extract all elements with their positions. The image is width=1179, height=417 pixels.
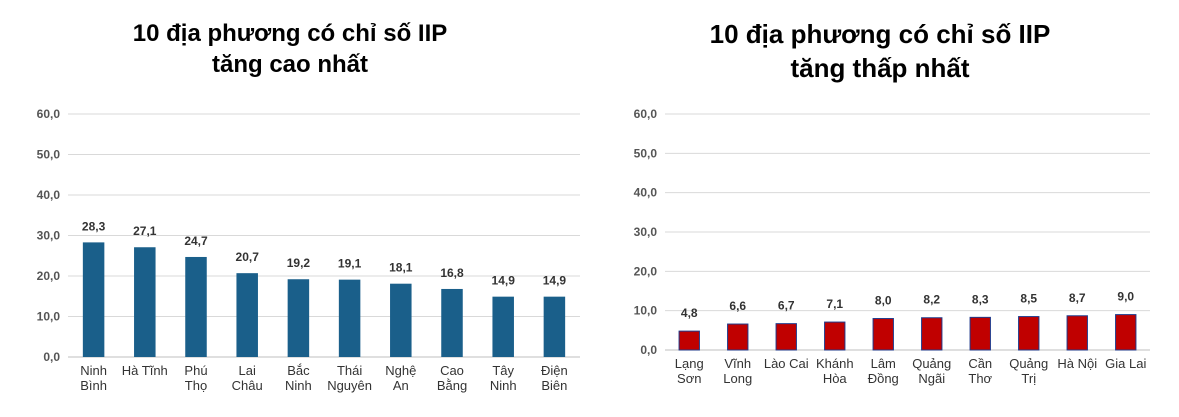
left-chart-data-label: 27,1 [133, 224, 157, 238]
left-chart-category-label: Ninh [285, 378, 312, 393]
left-chart-category-label: Bình [80, 378, 107, 393]
left-chart-title: 10 địa phương có chỉ số IIP tăng cao nhấ… [60, 18, 520, 80]
left-chart-category-label: Nghệ [385, 363, 416, 378]
left-chart-y-tick-label: 0,0 [43, 350, 60, 364]
left-chart-category-label: Điện [541, 363, 568, 378]
left-chart-title-line-1: 10 địa phương có chỉ số IIP [132, 20, 448, 47]
left-chart-bar [543, 296, 566, 357]
left-chart-category-label: Biên [541, 378, 567, 393]
left-chart-category-label: Ninh [80, 363, 107, 378]
left-chart-y-tick-label: 40,0 [37, 188, 61, 202]
left-chart-data-label: 16,8 [440, 266, 464, 280]
left-chart-category-label: Nguyên [327, 378, 372, 393]
left-chart-bar [236, 273, 258, 357]
left-chart-data-label: 19,2 [287, 256, 311, 270]
left-chart-bar [338, 279, 361, 357]
left-chart-y-tick-label: 20,0 [37, 269, 61, 283]
left-chart-bar [287, 279, 310, 357]
left-chart-bar [82, 242, 105, 357]
left-chart-data-label: 18,1 [389, 261, 413, 275]
left-chart-data-label: 19,1 [338, 257, 362, 271]
left-chart-category-label: Hà Tĩnh [122, 363, 168, 378]
left-chart-category-label: Lai [239, 363, 256, 378]
left-chart-data-label: 28,3 [82, 219, 106, 233]
left-chart-bar [390, 283, 412, 357]
left-chart-bar [185, 256, 207, 357]
left-chart-category-label: Ninh [490, 378, 517, 393]
left-chart-category-label: Thái [337, 363, 362, 378]
left-chart-y-tick-label: 10,0 [37, 310, 61, 324]
left-chart-category-label: Phú [184, 363, 207, 378]
left-chart-data-label: 24,7 [184, 234, 208, 248]
left-chart-category-label: An [393, 378, 409, 393]
left-chart-bar [492, 296, 514, 357]
left-chart-title-line-2: tăng cao nhất [211, 51, 368, 79]
left-chart-data-label: 20,7 [236, 250, 260, 264]
left-chart-data-label: 14,9 [543, 274, 567, 288]
left-chart-y-tick-label: 30,0 [37, 229, 61, 243]
left-chart-data-label: 14,9 [492, 274, 516, 288]
left-chart-category-label: Cao [440, 363, 464, 378]
left-chart-bar [134, 247, 156, 357]
left-chart-y-tick-label: 50,0 [37, 148, 61, 162]
left-chart-category-label: Bắc [287, 363, 310, 378]
left-chart-category-label: Thọ [185, 378, 207, 393]
right-chart-title-line-2: tăng thấp nhất [790, 52, 970, 83]
left-chart-category-label: Châu [232, 378, 263, 393]
left-chart-bar [441, 288, 463, 357]
left-chart-category-label: Bằng [437, 378, 467, 393]
left-chart-y-tick-label: 60,0 [37, 107, 61, 121]
left-chart-category-label: Tây [492, 363, 514, 378]
right-chart-title: 10 địa phương có chỉ số IIP tăng thấp nh… [620, 18, 1140, 86]
right-chart-title-line-1: 10 địa phương có chỉ số IIP [709, 19, 1051, 49]
